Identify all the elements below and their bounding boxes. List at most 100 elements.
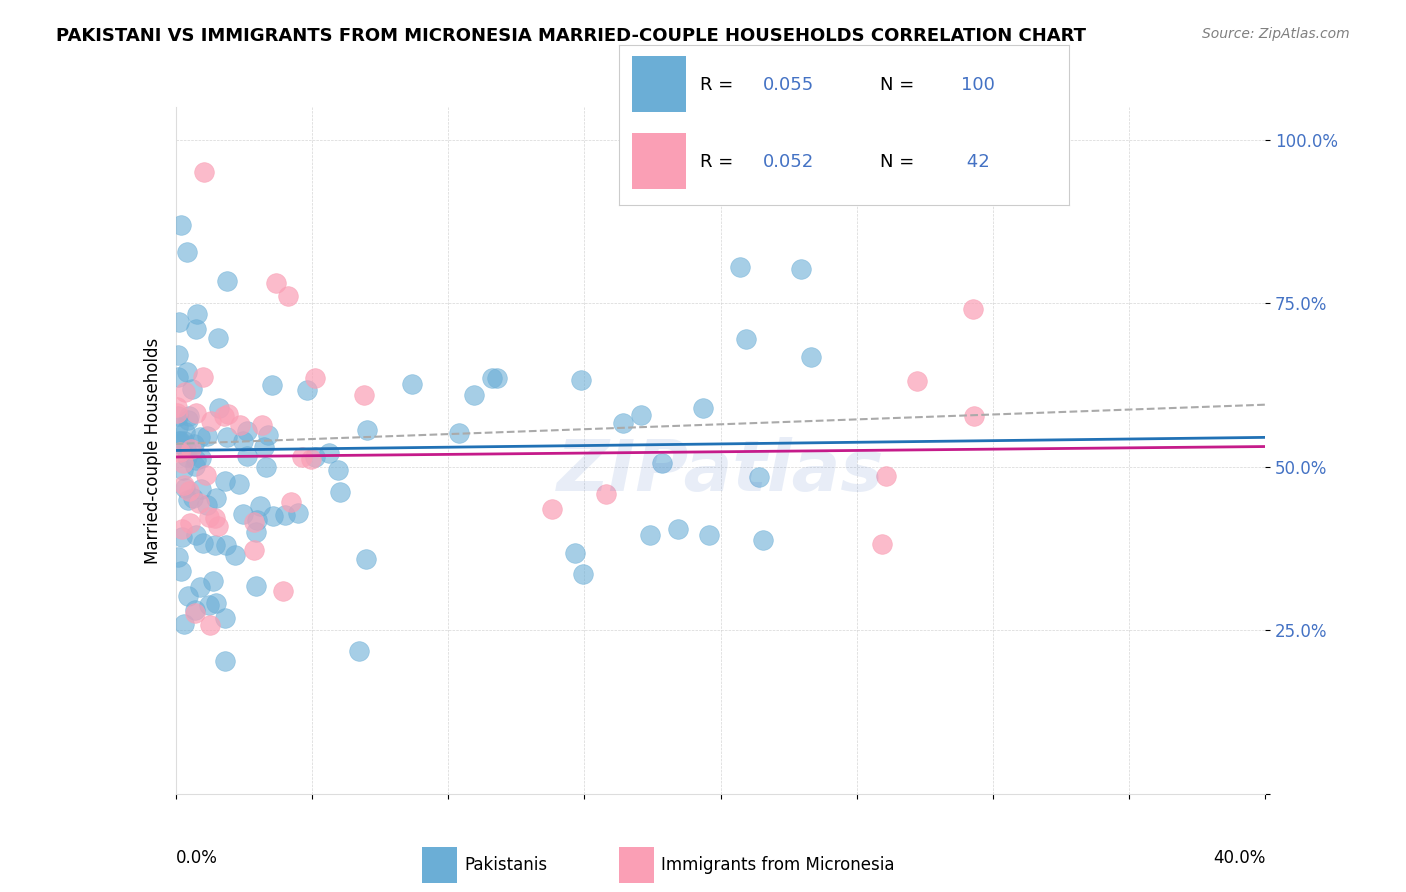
Point [200,618,222,632]
Point [262,509,284,524]
Point [353,388,375,402]
Point [198,598,221,612]
Point [205,491,228,505]
Point [170,522,193,536]
Point [569,373,592,387]
Point [170,218,193,232]
Point [249,499,271,513]
Point [204,596,226,610]
Point [204,511,226,525]
Point [198,510,221,524]
Point [728,260,751,275]
Point [541,502,564,516]
Point [167,409,190,423]
Point [318,446,340,460]
Text: 0.052: 0.052 [762,153,814,170]
Point [236,424,259,438]
Point [173,434,195,448]
Point [266,276,288,290]
Point [193,165,215,179]
Y-axis label: Married-couple Households: Married-couple Households [143,337,162,564]
Point [172,530,194,544]
Point [190,450,212,465]
Point [166,406,188,420]
Point [486,371,509,385]
Point [692,401,714,415]
Point [290,450,312,465]
Point [188,430,211,444]
Point [201,574,224,588]
Point [217,408,239,422]
Point [167,315,190,329]
Point [572,566,595,581]
Point [181,491,204,505]
Point [208,401,231,416]
Point [329,485,352,500]
Point [167,370,190,384]
Point [169,434,191,449]
Point [207,519,229,533]
Point [256,428,278,442]
Point [214,654,236,668]
Point [176,450,198,464]
Text: Immigrants from Micronesia: Immigrants from Micronesia [661,856,894,874]
Point [167,348,190,362]
Point [304,371,326,385]
Point [181,382,204,396]
Point [179,516,201,530]
Point [274,508,297,522]
Point [963,409,986,423]
Point [179,484,201,499]
Point [200,414,222,428]
Text: Source: ZipAtlas.com: Source: ZipAtlas.com [1202,27,1350,41]
Point [748,470,770,484]
Point [666,522,689,536]
Text: 42: 42 [960,153,990,170]
Point [356,423,378,437]
Point [204,538,226,552]
Point [173,384,195,399]
Point [169,445,191,459]
Text: R =: R = [700,76,738,94]
Point [277,289,299,303]
Point [194,468,217,483]
Point [752,533,775,547]
Point [193,370,215,384]
Point [304,450,326,464]
Text: 0.055: 0.055 [762,76,814,94]
Point [183,437,205,451]
Point [875,469,897,483]
Point [245,524,267,539]
Point [166,401,188,415]
Point [280,495,302,509]
Point [595,487,617,501]
Text: Pakistanis: Pakistanis [464,856,547,874]
Point [207,330,229,344]
Point [188,580,211,594]
Point [169,437,191,451]
Point [800,350,823,364]
Point [190,482,212,496]
Point [229,417,252,432]
Point [697,527,720,541]
Point [169,434,191,449]
Point [172,456,194,470]
Point [215,538,238,552]
Point [253,440,276,454]
Text: ZIPatlas: ZIPatlas [557,436,884,506]
Point [184,321,207,335]
Point [187,496,209,510]
Text: 100: 100 [960,76,994,94]
Point [401,377,423,392]
Point [191,536,214,550]
Point [174,481,197,495]
Point [232,434,254,448]
Point [243,542,266,557]
Text: 40.0%: 40.0% [1213,849,1265,867]
Text: N =: N = [880,153,920,170]
Point [905,374,928,388]
Point [481,371,503,385]
Point [167,549,190,564]
Point [184,528,207,542]
Text: N =: N = [880,76,920,94]
